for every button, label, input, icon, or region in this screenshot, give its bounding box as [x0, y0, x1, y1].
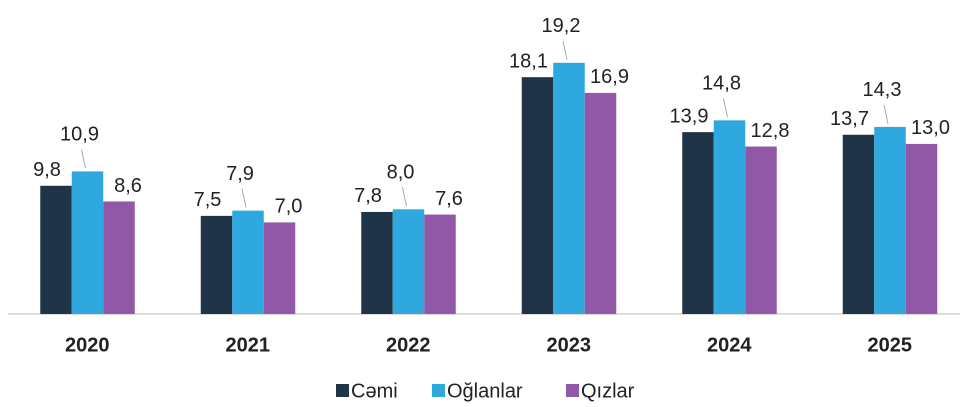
value-label: 13,0 [911, 117, 950, 139]
leader-line [402, 187, 407, 207]
x-tick-label: 2024 [707, 334, 752, 356]
leader-line [81, 149, 86, 169]
legend-swatch [432, 384, 445, 397]
bar [103, 201, 135, 314]
value-label: 12,8 [751, 120, 790, 142]
bar [361, 211, 393, 314]
value-label: 7,0 [275, 196, 303, 218]
legend-swatch [566, 384, 579, 397]
value-label: 13,7 [830, 108, 869, 130]
value-label: 13,9 [670, 105, 709, 127]
bar [424, 214, 456, 314]
legend-label: Qızlar [581, 380, 635, 402]
value-label: 7,8 [354, 185, 382, 207]
leader-line [723, 98, 728, 118]
leader-line [562, 40, 568, 60]
bar [392, 209, 425, 314]
value-label: 8,6 [114, 175, 142, 197]
value-label: 16,9 [590, 66, 629, 88]
value-label: 19,2 [542, 15, 581, 37]
value-label: 14,8 [702, 73, 741, 95]
x-tick-label: 2021 [226, 334, 271, 356]
bar [842, 134, 875, 314]
bar [874, 126, 906, 315]
bar [40, 185, 72, 314]
x-tick-label: 2022 [386, 334, 431, 356]
bar [71, 171, 104, 314]
value-label: 7,5 [194, 189, 222, 211]
x-tick-label: 2020 [65, 334, 110, 356]
bar [553, 62, 585, 314]
x-tick-label: 2023 [547, 334, 592, 356]
bar [521, 77, 554, 314]
legend-swatch [336, 384, 349, 397]
value-label: 7,9 [226, 163, 254, 185]
x-tick-label: 2025 [868, 334, 913, 356]
legend-label: Cəmi [351, 380, 398, 402]
bar [713, 120, 746, 314]
leader-line [883, 104, 889, 125]
value-label: 18,1 [509, 50, 548, 72]
value-label: 10,9 [60, 124, 99, 146]
value-label: 9,8 [33, 159, 61, 181]
leader-line [241, 188, 247, 208]
bar [584, 92, 617, 315]
bar [200, 215, 233, 314]
legend-label: Oğlanlar [447, 380, 523, 402]
bar [682, 132, 714, 314]
bar [905, 143, 938, 314]
value-label: 14,3 [863, 79, 902, 101]
bar [263, 222, 296, 314]
value-label: 8,0 [387, 162, 415, 184]
bar [745, 146, 777, 314]
value-label: 7,6 [435, 188, 463, 210]
bar [232, 210, 264, 314]
